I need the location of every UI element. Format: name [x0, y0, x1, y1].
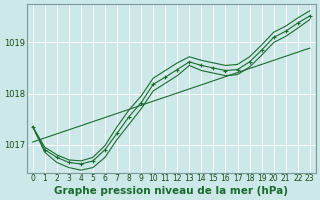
X-axis label: Graphe pression niveau de la mer (hPa): Graphe pression niveau de la mer (hPa)	[54, 186, 288, 196]
